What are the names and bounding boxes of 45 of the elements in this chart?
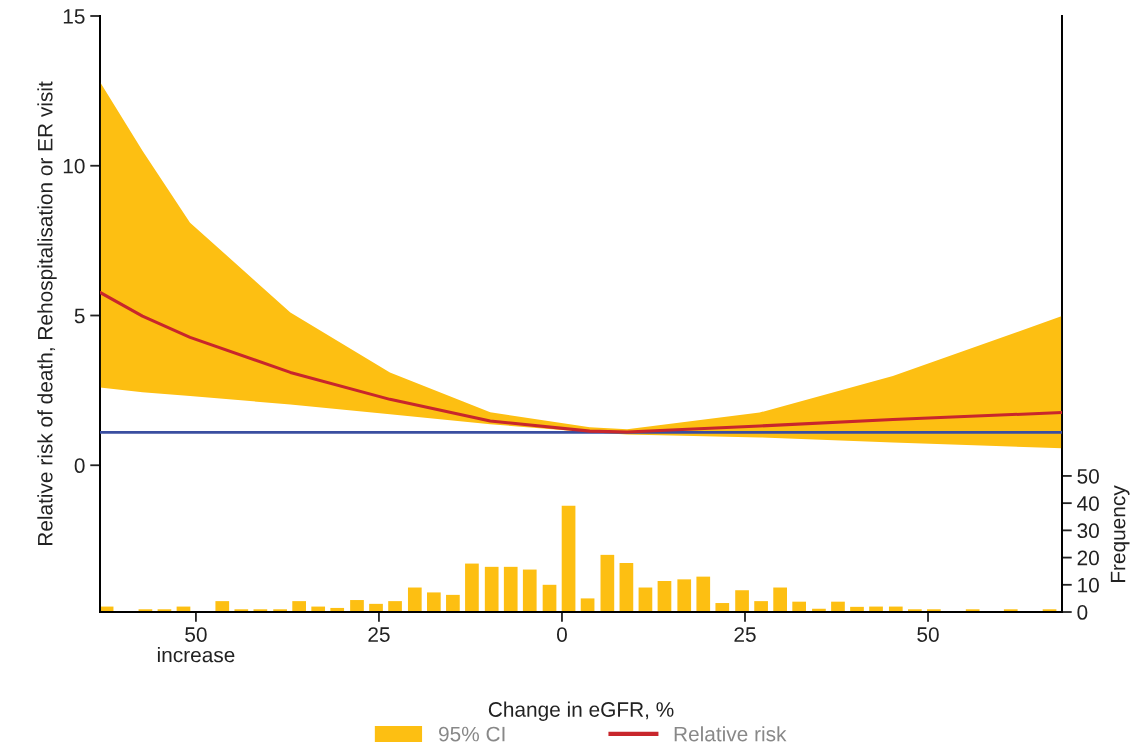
bar bbox=[754, 601, 768, 613]
bar bbox=[407, 587, 422, 613]
bar bbox=[715, 603, 730, 613]
x-tick-label: 0 bbox=[556, 627, 567, 642]
x-tick-label: 25 bbox=[368, 627, 390, 642]
y2-tick-label: 50 bbox=[1077, 468, 1099, 484]
legend-label: Relative risk bbox=[674, 726, 787, 742]
y-tick-label: 5 bbox=[74, 308, 85, 324]
y2-axis-title: Frequency bbox=[1110, 485, 1130, 583]
bar bbox=[600, 554, 615, 613]
bar bbox=[388, 601, 402, 613]
y-tick-label: 15 bbox=[63, 9, 85, 24]
y-tick-label: 0 bbox=[74, 458, 85, 474]
y2-tick-label: 10 bbox=[1078, 577, 1099, 593]
y-tick-label: 10 bbox=[63, 158, 85, 174]
bar bbox=[773, 587, 787, 613]
text: 95% CI bbox=[439, 726, 505, 742]
bar bbox=[503, 566, 518, 613]
bar bbox=[657, 580, 672, 613]
x-axis-title: Change in eGFR, % bbox=[488, 701, 674, 721]
y2-tick-label: 0 bbox=[1077, 605, 1088, 620]
line-series bbox=[100, 290, 1062, 434]
bar bbox=[696, 576, 711, 613]
bar bbox=[446, 594, 460, 613]
text: increase bbox=[157, 647, 235, 663]
bar bbox=[677, 579, 692, 613]
x-tick-label: 50 bbox=[917, 627, 939, 642]
y2-tick-label: 40 bbox=[1077, 496, 1099, 511]
bar bbox=[484, 566, 499, 613]
bar bbox=[522, 569, 537, 613]
x-tick-label: 25 bbox=[734, 627, 756, 642]
y2-tick-label: 20 bbox=[1077, 550, 1099, 566]
bar bbox=[735, 590, 749, 613]
bar bbox=[215, 601, 230, 613]
bar bbox=[580, 598, 595, 613]
bar bbox=[542, 584, 557, 613]
x-tick-label: 50 bbox=[185, 627, 207, 642]
bar bbox=[465, 563, 479, 613]
y2-tick-label: 30 bbox=[1077, 523, 1099, 539]
bar bbox=[619, 563, 634, 613]
bar bbox=[292, 601, 306, 613]
y-axis-title: Relative risk of death, Rehospitalisation or ER visit bbox=[37, 81, 57, 546]
bar bbox=[561, 505, 576, 613]
bar bbox=[427, 592, 441, 613]
bar bbox=[350, 600, 364, 613]
